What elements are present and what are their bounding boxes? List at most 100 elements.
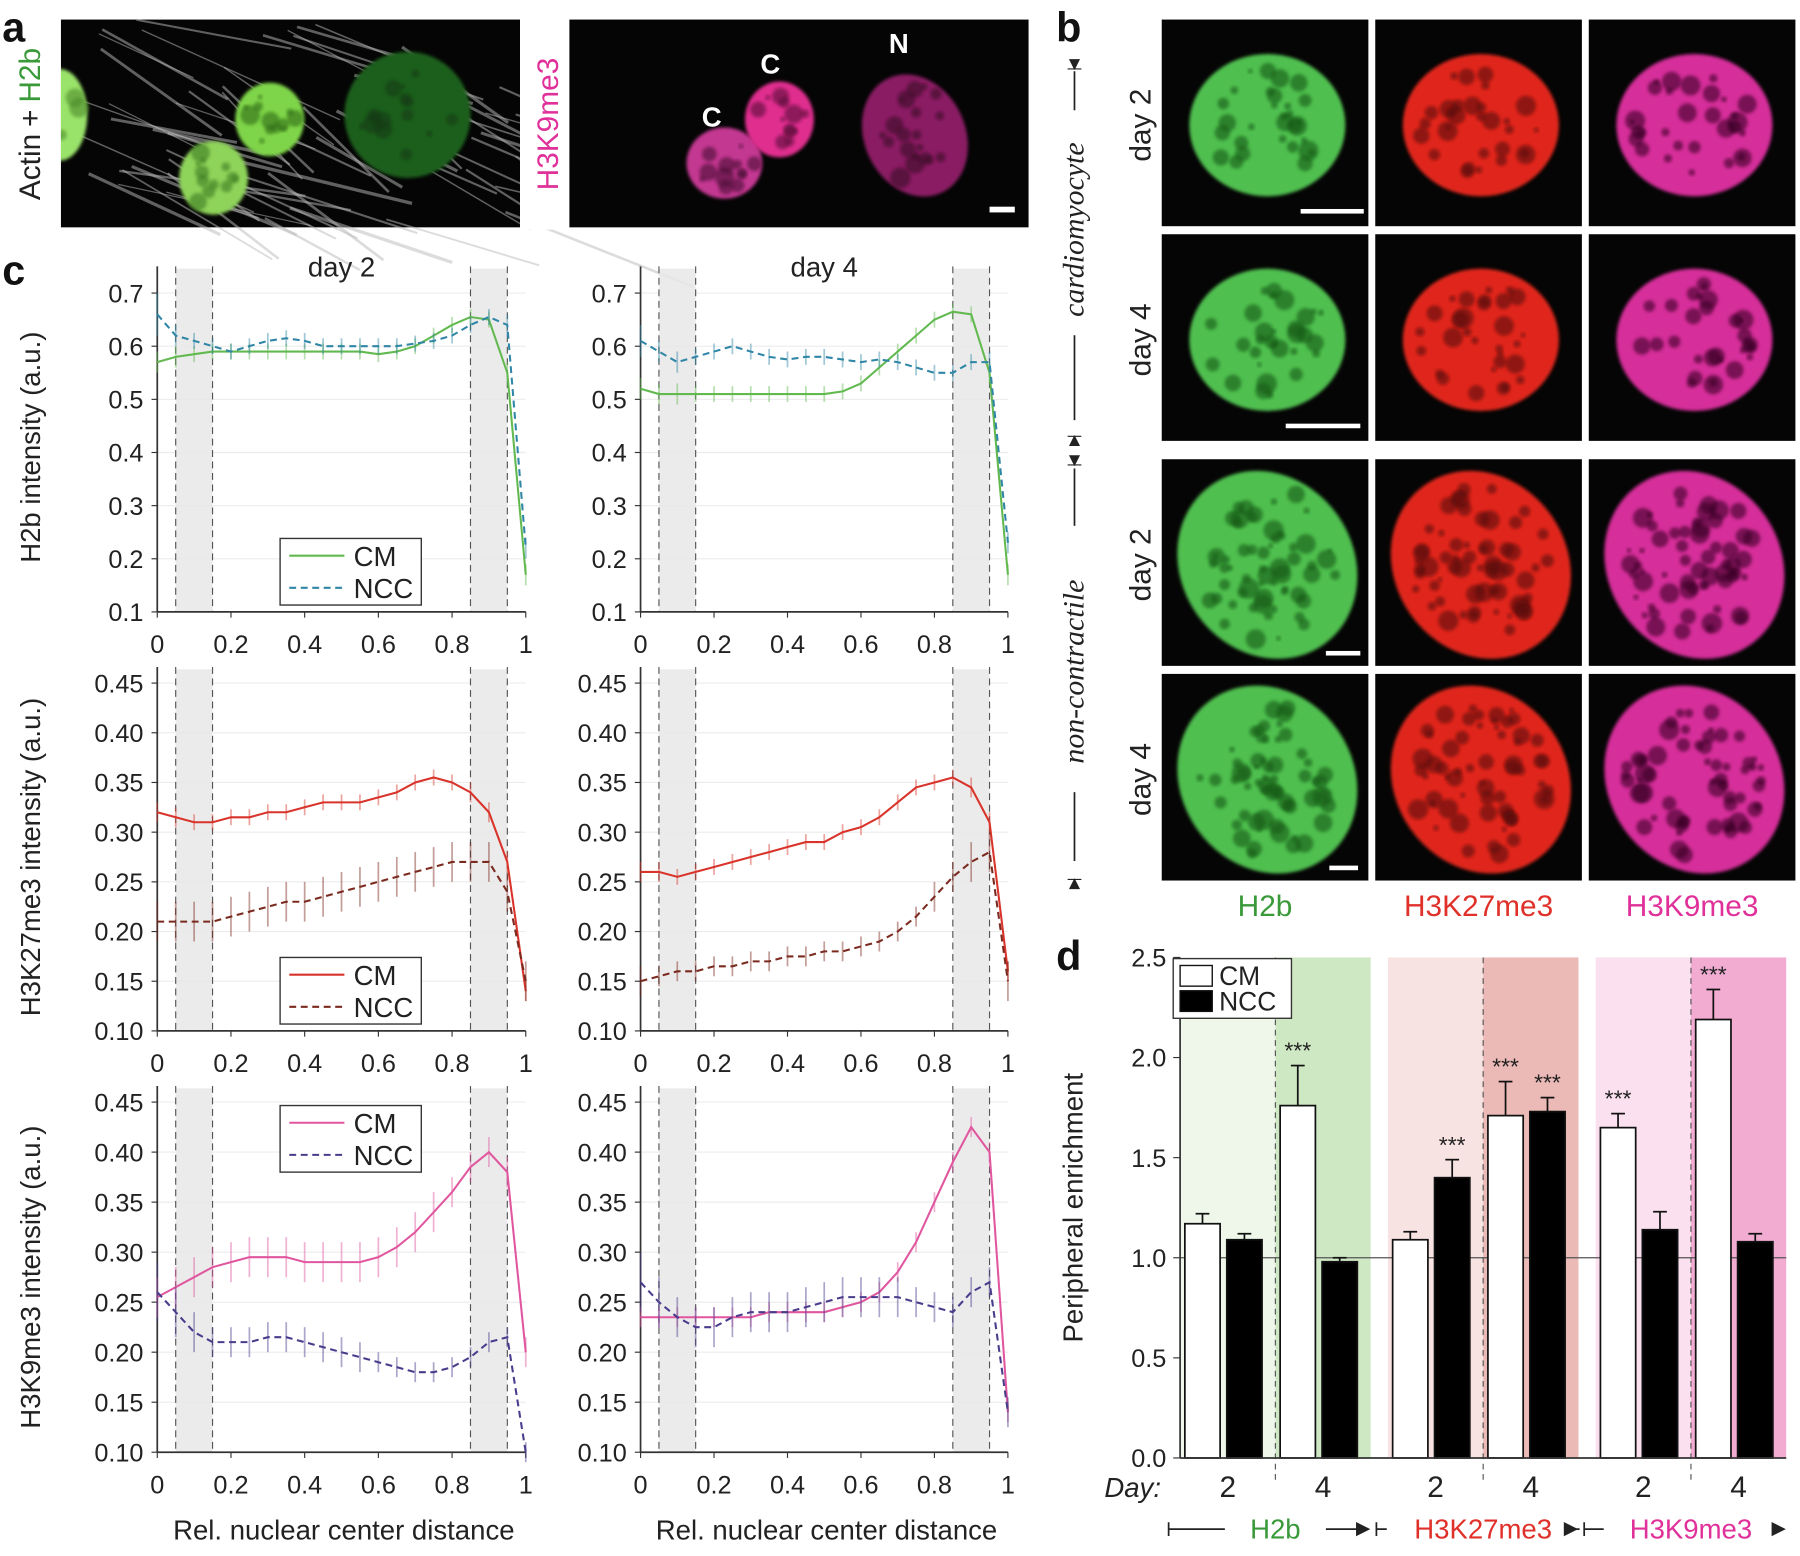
y-tick-label: 0.15 — [94, 968, 143, 996]
texture — [1270, 339, 1289, 358]
texture — [1675, 708, 1685, 718]
group-label: H3K9me3 — [1630, 1513, 1753, 1544]
texture — [1413, 545, 1430, 562]
texture — [738, 143, 744, 149]
texture — [1317, 309, 1324, 316]
y-tick-label: 0.40 — [94, 1139, 143, 1167]
texture — [1303, 565, 1321, 584]
panel-label: a — [2, 4, 26, 50]
panel-label: b — [1056, 4, 1081, 50]
texture — [1661, 128, 1670, 137]
texture — [1478, 294, 1492, 308]
texture — [1276, 113, 1294, 132]
texture — [1450, 72, 1458, 80]
texture — [1455, 730, 1470, 745]
x-tick-label: 0.8 — [435, 1472, 470, 1500]
texture — [240, 105, 261, 126]
texture — [1257, 546, 1270, 560]
texture — [1426, 305, 1443, 322]
texture — [1452, 99, 1465, 112]
panel-label: d — [1056, 933, 1081, 979]
texture — [1677, 103, 1697, 123]
texture — [1486, 483, 1497, 494]
texture — [1628, 131, 1644, 147]
x-tick-label: 0.4 — [287, 1050, 322, 1078]
texture — [1662, 796, 1677, 811]
y-tick-label: 0.10 — [578, 1439, 627, 1467]
texture — [1678, 525, 1691, 538]
texture — [1477, 66, 1494, 83]
texture — [911, 130, 922, 140]
texture — [1459, 610, 1468, 619]
texture — [1694, 740, 1705, 751]
texture — [1201, 592, 1218, 609]
stain: H2b — [14, 48, 47, 103]
texture — [1495, 141, 1510, 157]
texture — [1438, 529, 1445, 537]
x-axis-label: Rel. nuclear center distance — [173, 1514, 514, 1545]
actin-fiber — [241, 160, 413, 206]
texture — [1481, 81, 1490, 90]
texture — [1699, 496, 1718, 514]
series-line — [640, 1125, 1009, 1413]
texture — [1519, 505, 1531, 517]
texture — [1482, 111, 1501, 130]
bar — [1528, 1110, 1566, 1459]
texture — [1196, 774, 1204, 782]
texture — [1232, 517, 1244, 529]
y-tick-label: 0.6 — [108, 333, 143, 361]
x-tick-label: 0.6 — [361, 631, 396, 659]
texture — [1461, 844, 1475, 858]
stain: Actin — [14, 134, 47, 200]
texture — [1209, 773, 1222, 787]
x-tick-label: 0.2 — [213, 631, 248, 659]
texture — [1738, 129, 1746, 137]
x-tick-label: 0.6 — [843, 1472, 878, 1500]
legend-label: NCC — [354, 992, 414, 1023]
texture — [1250, 753, 1266, 769]
texture — [1424, 524, 1435, 534]
texture — [1463, 96, 1482, 115]
texture — [1269, 818, 1285, 835]
texture — [400, 148, 412, 161]
texture — [750, 101, 767, 118]
texture — [1317, 766, 1333, 783]
legend-box — [279, 1104, 422, 1173]
x-tick-label: 1 — [1001, 1472, 1015, 1500]
texture — [1454, 767, 1462, 776]
texture — [1449, 538, 1463, 552]
texture — [1709, 541, 1722, 554]
texture — [1266, 756, 1284, 774]
bar — [1433, 1176, 1471, 1459]
texture — [1418, 556, 1439, 577]
texture — [271, 123, 282, 134]
texture — [1495, 293, 1512, 310]
texture — [1620, 773, 1635, 788]
shaded-region — [175, 268, 213, 612]
texture — [1310, 308, 1317, 315]
texture — [1625, 110, 1646, 131]
texture — [1425, 790, 1443, 809]
texture — [1741, 573, 1748, 581]
actin-fiber — [285, 135, 372, 177]
texture — [1287, 551, 1301, 566]
texture — [65, 88, 85, 108]
texture — [1670, 840, 1689, 859]
texture — [1436, 372, 1450, 385]
texture — [1462, 712, 1476, 726]
actin-fiber — [315, 136, 404, 189]
texture — [1516, 571, 1535, 590]
texture — [1298, 93, 1312, 107]
row-label: day 2 — [1124, 89, 1157, 162]
texture — [202, 185, 216, 198]
image-label: H3K9me3 — [532, 58, 565, 191]
texture — [1661, 71, 1682, 92]
texture — [1503, 118, 1511, 125]
texture — [1680, 608, 1696, 625]
bar — [1694, 1018, 1732, 1459]
texture — [1257, 362, 1262, 367]
legend-label: CM — [1219, 961, 1260, 991]
texture — [935, 152, 946, 163]
x-axis-label: Rel. nuclear center distance — [656, 1514, 997, 1545]
